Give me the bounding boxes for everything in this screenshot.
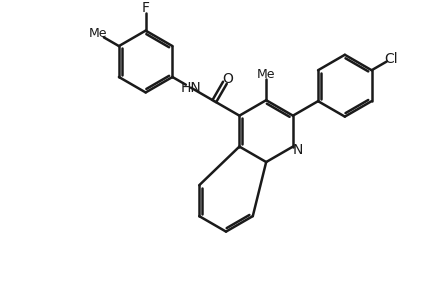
Text: Me: Me — [89, 28, 107, 41]
Text: F: F — [142, 1, 150, 15]
Text: Cl: Cl — [384, 52, 398, 66]
Text: O: O — [222, 72, 233, 86]
Text: HN: HN — [181, 81, 201, 95]
Text: N: N — [293, 144, 303, 157]
Text: Me: Me — [257, 68, 276, 81]
